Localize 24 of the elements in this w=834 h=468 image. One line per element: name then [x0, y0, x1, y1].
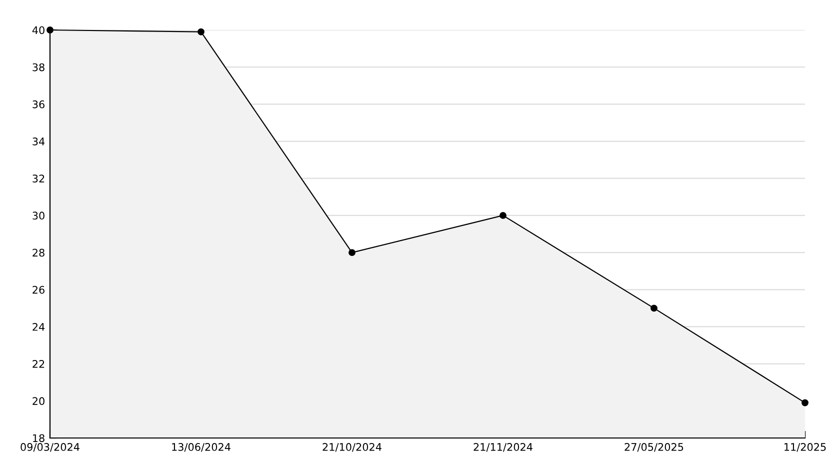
point — [650, 304, 658, 312]
y-tick-label: 34 — [32, 138, 45, 146]
y-tick-label: 18 — [33, 434, 44, 442]
point — [802, 399, 808, 406]
y-tick-label: 24 — [32, 322, 45, 331]
y-tick-label: 28 — [32, 248, 44, 257]
y-tick-label: 40 — [32, 26, 44, 34]
point — [46, 26, 54, 34]
y-tick-label: 38 — [32, 63, 44, 72]
x-tick-label: 11/2025 — [784, 443, 826, 452]
y-tick-label: 26 — [32, 286, 44, 294]
x-tick-label: 21/10/2024 — [322, 443, 382, 452]
point — [348, 249, 356, 256]
x-tick-label: 09/03/2024 — [20, 443, 80, 452]
x-tick-label: 27/05/2025 — [624, 443, 684, 452]
x-tick-label: 13/06/2024 — [172, 443, 230, 452]
point — [198, 28, 204, 36]
point — [500, 212, 506, 219]
y-tick-label: 22 — [32, 360, 44, 368]
x-tick-label: 21/11/2024 — [474, 443, 532, 452]
y-tick-label: 20 — [32, 397, 44, 406]
y-tick-label: 30 — [32, 212, 44, 220]
y-tick-label: 36 — [32, 100, 44, 108]
y-tick-label: 32 — [32, 174, 44, 182]
